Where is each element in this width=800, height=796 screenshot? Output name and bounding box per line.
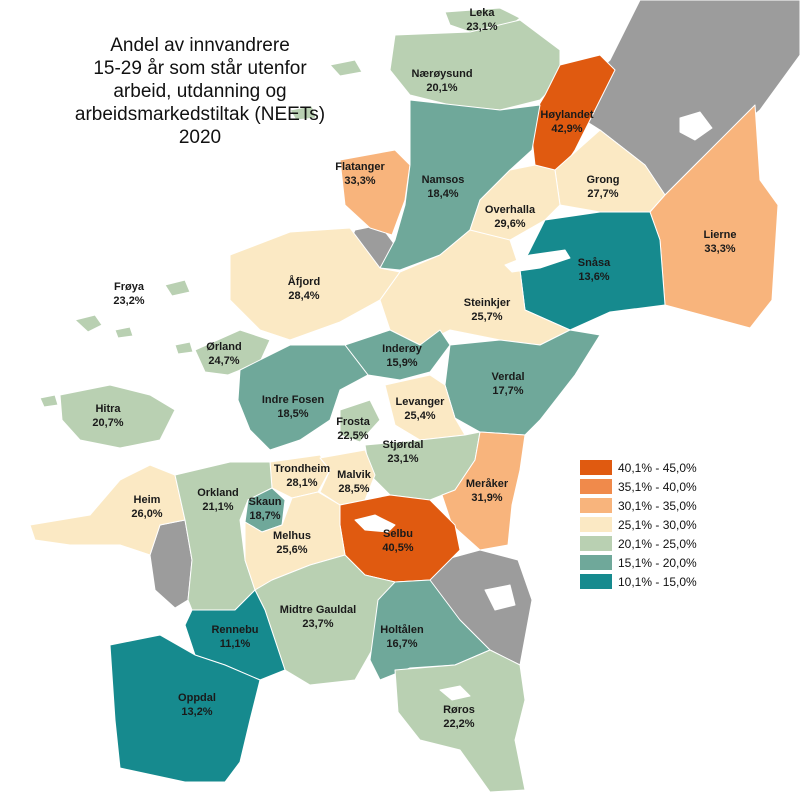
region-levanger <box>384 374 466 441</box>
label-malvik: Malvik 28,5% <box>337 469 371 495</box>
region-frosta <box>339 399 381 443</box>
label-selbu: Selbu 40,5% <box>382 528 414 554</box>
map-title: Andel av innvandrere 15-29 år som står u… <box>40 34 360 149</box>
label-naroysund: Nærøysund 20,1% <box>411 68 473 94</box>
label-orkland: Orkland 21,1% <box>197 487 239 513</box>
region-naroysund <box>389 19 561 111</box>
legend-swatch <box>580 536 612 551</box>
legend-swatch <box>580 555 612 570</box>
region-roros <box>394 649 526 793</box>
island-naroysund-2 <box>289 105 317 121</box>
legend-item: 30,1% - 35,0% <box>580 497 730 514</box>
region-oppdal <box>109 634 261 783</box>
label-leka: Leka 23,1% <box>466 7 498 33</box>
lake-grey-southeast <box>484 584 516 611</box>
region-indre-fosen <box>237 344 369 451</box>
legend-item: 25,1% - 30,0% <box>580 516 730 533</box>
lake-grey-northeast <box>679 111 713 141</box>
label-rennebu: Rennebu 11,1% <box>211 624 259 650</box>
legend-label: 40,1% - 45,0% <box>618 460 697 475</box>
label-melhus: Melhus 25,6% <box>273 530 311 556</box>
legend-swatch <box>580 517 612 532</box>
island-froya-2 <box>114 326 134 339</box>
title-line-3: arbeid, utdanning og <box>113 81 287 102</box>
title-line-5: 2020 <box>178 127 222 148</box>
label-holtalen: Holtålen 16,7% <box>380 624 424 650</box>
region-hitra <box>59 384 176 449</box>
label-hoylandet: Høylandet 42,9% <box>540 109 594 135</box>
legend-swatch <box>580 460 612 475</box>
label-grong: Grong 27,7% <box>586 174 620 200</box>
legend-item: 15,1% - 20,0% <box>580 554 730 571</box>
legend-item: 20,1% - 25,0% <box>580 535 730 552</box>
label-orland: Ørland 24,7% <box>206 341 242 367</box>
label-namsos: Namsos 18,4% <box>421 174 465 200</box>
label-heim: Heim 26,0% <box>131 494 163 520</box>
island-orland-1 <box>174 341 194 355</box>
lake-roros <box>439 685 471 701</box>
label-meraker: Meråker 31,9% <box>465 478 509 504</box>
region-heim <box>29 464 186 556</box>
title-line-2: 15-29 år som står utenfor <box>93 58 307 79</box>
island-naroysund-1 <box>329 59 363 77</box>
legend-swatch <box>580 479 612 494</box>
label-snasa: Snåsa 13,6% <box>577 257 611 283</box>
island-hitra-1 <box>39 394 59 408</box>
legend-label: 20,1% - 25,0% <box>618 536 697 551</box>
label-midtre-gauldal: Midtre Gauldal 23,7% <box>279 604 357 630</box>
title-line-4: arbeidsmarkedstiltak (NEETs) <box>74 104 326 125</box>
label-frosta: Frosta 22,5% <box>336 416 370 442</box>
legend-label: 10,1% - 15,0% <box>618 574 697 589</box>
legend-label: 25,1% - 30,0% <box>618 517 697 532</box>
region-rennebu <box>184 589 286 681</box>
legend-label: 35,1% - 40,0% <box>618 479 697 494</box>
label-steinkjer: Steinkjer 25,7% <box>463 297 511 323</box>
label-stjordal: Stjørdal 23,1% <box>382 439 424 465</box>
lake-selbusjoen <box>354 514 396 533</box>
label-skaun: Skaun 18,7% <box>248 496 282 522</box>
label-inderoy: Inderøy 15,9% <box>382 343 422 369</box>
legend-swatch <box>580 498 612 513</box>
label-levanger: Levanger 25,4% <box>395 396 445 422</box>
lake-snasavatnet <box>504 249 571 273</box>
label-hitra: Hitra 20,7% <box>92 403 124 429</box>
label-oppdal: Oppdal 13,2% <box>178 692 216 718</box>
region-meraker <box>441 431 526 551</box>
label-verdal: Verdal 17,7% <box>491 371 525 397</box>
title-line-1: Andel av innvandrere <box>110 35 290 56</box>
label-afjord: Åfjord 28,4% <box>287 276 321 302</box>
label-froya: Frøya 23,2% <box>113 281 145 307</box>
region-flatanger <box>339 149 411 236</box>
label-indre-fosen: Indre Fosen 18,5% <box>261 394 325 420</box>
legend-item: 10,1% - 15,0% <box>580 573 730 590</box>
label-flatanger: Flatanger 33,3% <box>335 161 385 187</box>
legend-swatch <box>580 574 612 589</box>
label-trondheim: Trondheim 28,1% <box>273 463 331 489</box>
label-roros: Røros 22,2% <box>443 704 475 730</box>
legend-label: 30,1% - 35,0% <box>618 498 697 513</box>
legend: 40,1% - 45,0% 35,1% - 40,0% 30,1% - 35,0… <box>580 459 730 592</box>
island-froya-1 <box>74 314 103 333</box>
island-afjord-1 <box>164 279 191 297</box>
label-overhalla: Overhalla 29,6% <box>484 204 536 230</box>
label-lierne: Lierne 33,3% <box>703 229 737 255</box>
legend-item: 35,1% - 40,0% <box>580 478 730 495</box>
legend-label: 15,1% - 20,0% <box>618 555 697 570</box>
legend-item: 40,1% - 45,0% <box>580 459 730 476</box>
